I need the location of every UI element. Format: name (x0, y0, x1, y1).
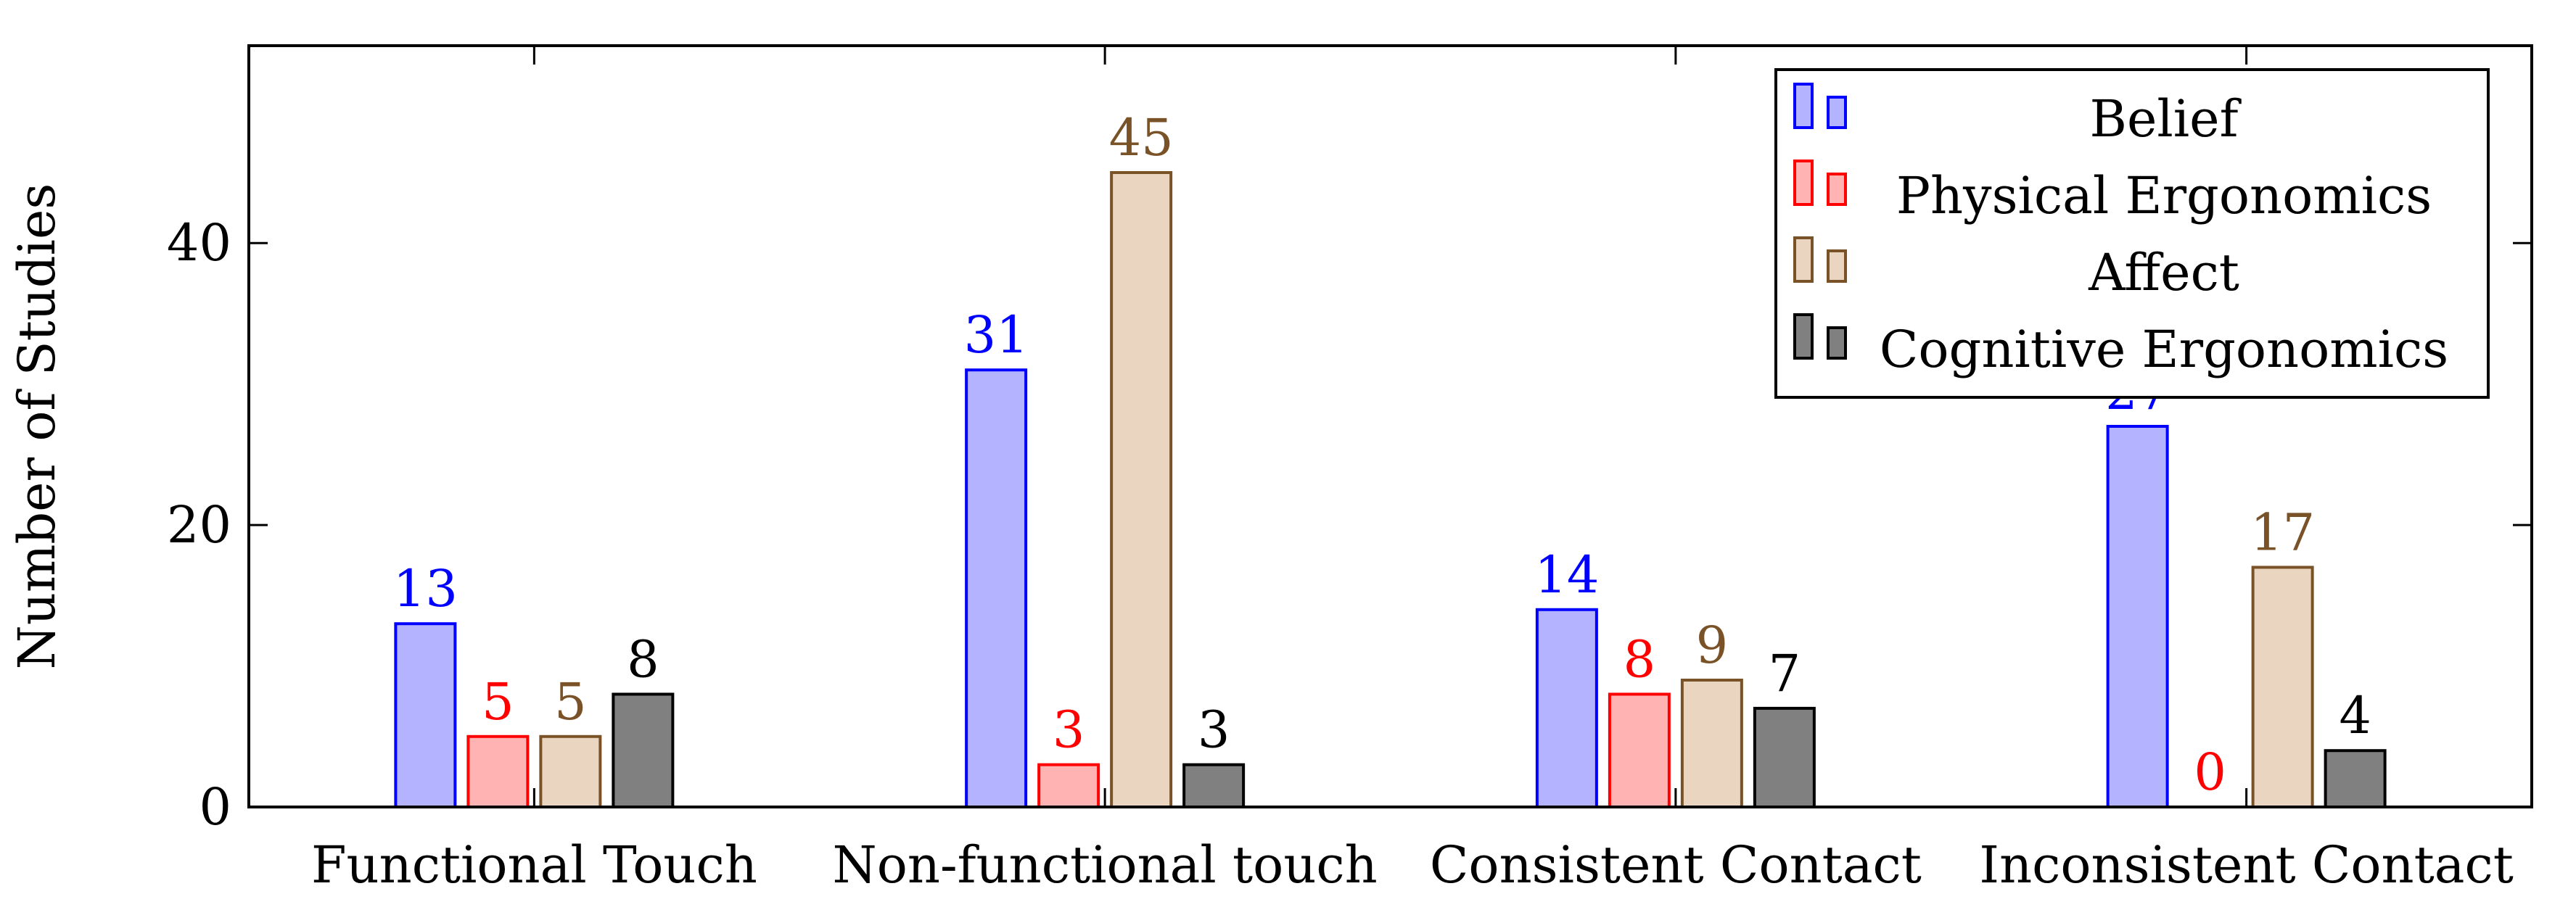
bar (466, 734, 530, 808)
legend: Belief Physical Ergonomics Affect Cognitive… (1774, 68, 2490, 399)
data-label: 45 (1109, 108, 1174, 167)
bar (2106, 425, 2169, 808)
data-label: 31 (964, 305, 1029, 365)
bar (612, 692, 675, 809)
bar (1110, 171, 1173, 808)
y-tick-label: 40 (167, 213, 231, 273)
x-tick-labels: Functional Touch Non-functional touch Cons… (311, 835, 2514, 895)
legend-swatch (1827, 249, 1847, 283)
data-label: 14 (1534, 545, 1599, 605)
x-tick-label: Consistent Contact (1430, 835, 1922, 895)
bar (1680, 679, 1743, 808)
bar (1753, 706, 1816, 809)
bar (394, 622, 457, 808)
data-label: 9 (1696, 616, 1729, 675)
y-tick-labels: 0 20 40 (167, 213, 231, 837)
data-label: 17 (2250, 502, 2315, 562)
data-label: 8 (627, 629, 659, 689)
bar (2251, 566, 2314, 808)
x-tick-label: Functional Touch (311, 835, 757, 895)
legend-label: Physical Ergonomics (1896, 166, 2432, 225)
data-label: 8 (1624, 629, 1656, 689)
plot-area-frame (247, 44, 2533, 808)
legend-label: Affect (2088, 243, 2239, 302)
data-label: 4 (2339, 686, 2371, 745)
bar (1608, 692, 1671, 809)
legend-swatch (1827, 326, 1847, 360)
data-label: 7 (1769, 644, 1801, 703)
data-label: 5 (554, 672, 587, 732)
x-tick-label: Non-functional touch (833, 835, 1378, 895)
bar (1037, 763, 1100, 808)
bar (539, 734, 602, 808)
y-axis-title: Number of Studies (7, 183, 67, 670)
bar (1535, 608, 1598, 808)
legend-swatch (1793, 160, 1814, 206)
data-label: 13 (393, 559, 458, 618)
y-tick-label: 0 (199, 777, 231, 837)
bar (965, 368, 1028, 808)
y-tick-label: 20 (167, 495, 231, 555)
bar (2324, 749, 2387, 808)
data-label: 3 (1198, 700, 1230, 760)
legend-label: Belief (2090, 89, 2242, 149)
legend-swatch (1793, 83, 1814, 129)
legend-label: Cognitive Ergonomics (1880, 320, 2448, 379)
legend-swatch (1827, 173, 1847, 206)
legend-swatch (1827, 96, 1847, 129)
bar (1182, 763, 1246, 808)
tick-marks (249, 46, 2532, 808)
legend-swatch (1793, 236, 1814, 283)
data-label: 0 (2194, 742, 2226, 802)
data-label: 3 (1053, 700, 1085, 760)
x-tick-label: Inconsistent Contact (1979, 835, 2513, 895)
legend-swatch (1793, 313, 1814, 360)
data-labels: 1331142753805459178374 (393, 108, 2371, 802)
legend-box (1774, 68, 2490, 399)
data-label: 5 (482, 672, 514, 732)
